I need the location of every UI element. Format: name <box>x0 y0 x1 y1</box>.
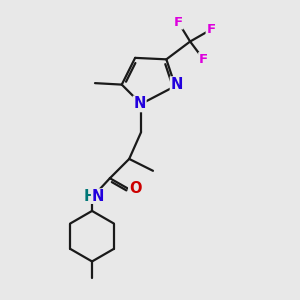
Text: H: H <box>83 189 96 204</box>
Text: F: F <box>174 16 183 29</box>
Text: F: F <box>206 23 215 36</box>
Text: N: N <box>171 77 183 92</box>
Text: O: O <box>129 181 141 196</box>
Text: N: N <box>134 96 146 111</box>
Text: N: N <box>91 189 104 204</box>
Text: F: F <box>199 53 208 66</box>
